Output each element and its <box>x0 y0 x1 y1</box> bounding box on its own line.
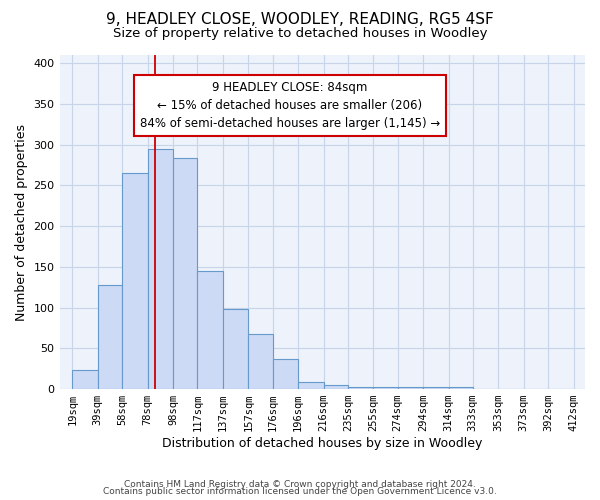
X-axis label: Distribution of detached houses by size in Woodley: Distribution of detached houses by size … <box>162 437 482 450</box>
Bar <box>272 359 298 389</box>
Bar <box>122 173 148 389</box>
Text: Size of property relative to detached houses in Woodley: Size of property relative to detached ho… <box>113 28 487 40</box>
Text: Contains public sector information licensed under the Open Government Licence v3: Contains public sector information licen… <box>103 487 497 496</box>
Y-axis label: Number of detached properties: Number of detached properties <box>15 124 28 320</box>
Bar <box>223 309 248 389</box>
Bar <box>298 382 323 389</box>
Bar <box>148 148 173 389</box>
Bar <box>173 158 197 389</box>
Bar <box>72 370 98 389</box>
Bar <box>373 388 398 389</box>
Bar <box>98 285 122 389</box>
Bar <box>248 334 272 389</box>
Bar <box>449 388 473 389</box>
Bar <box>423 388 449 389</box>
Bar <box>323 385 348 389</box>
Bar <box>398 388 423 389</box>
Bar <box>197 271 223 389</box>
Bar <box>348 388 373 389</box>
Text: 9 HEADLEY CLOSE: 84sqm
← 15% of detached houses are smaller (206)
84% of semi-de: 9 HEADLEY CLOSE: 84sqm ← 15% of detached… <box>140 81 440 130</box>
Text: Contains HM Land Registry data © Crown copyright and database right 2024.: Contains HM Land Registry data © Crown c… <box>124 480 476 489</box>
Text: 9, HEADLEY CLOSE, WOODLEY, READING, RG5 4SF: 9, HEADLEY CLOSE, WOODLEY, READING, RG5 … <box>106 12 494 28</box>
